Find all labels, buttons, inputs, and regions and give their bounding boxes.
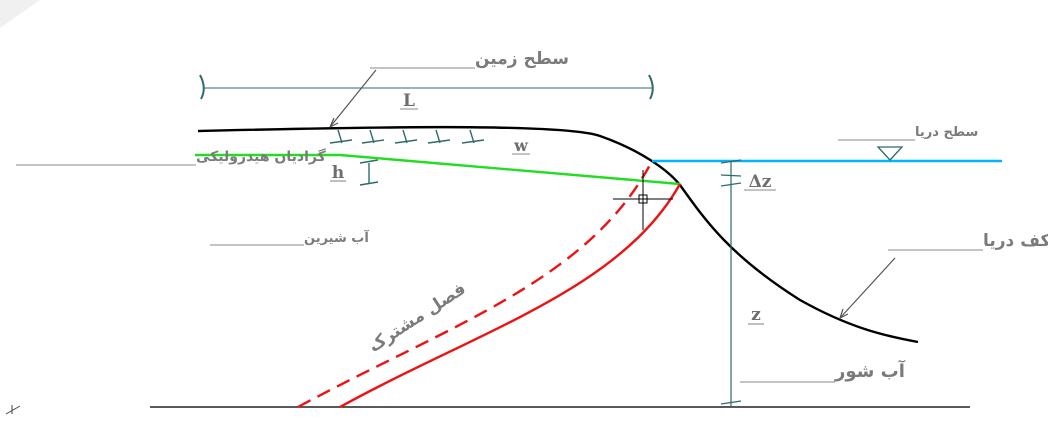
z-symbol: z — [751, 305, 761, 325]
z-dimension-line — [720, 159, 742, 407]
length-dimension — [199, 74, 654, 100]
tab-corner — [0, 0, 40, 28]
seabed-label: کف دریا — [983, 231, 1048, 251]
h-dimension-marks — [359, 159, 379, 186]
ucs-axis-icon — [5, 405, 21, 415]
interface-solid-line — [339, 183, 682, 409]
recharge-symbol: w — [513, 136, 529, 155]
delta-z-symbol: Δz — [749, 172, 772, 192]
hydraulic-gradient-line — [195, 153, 681, 186]
interface-dashed-line — [297, 160, 654, 409]
salt-water-label: آب شور — [834, 359, 906, 382]
fresh-water-label: آب شیرین — [304, 229, 369, 246]
ground-surface-line — [197, 125, 919, 344]
hydraulic-gradient-label: گرادیان هیدرولیکی — [196, 148, 327, 165]
length-symbol: L — [403, 91, 415, 111]
leader-lines — [329, 69, 896, 319]
triangle-down-icon — [876, 146, 904, 161]
ground-surface-label: سطح زمین — [475, 49, 569, 69]
interface-label: فصل مشترک — [365, 279, 470, 357]
label-underlines — [16, 67, 983, 383]
recharge-arrows — [329, 129, 485, 144]
head-symbol: h — [332, 163, 344, 183]
crosshair-icon — [613, 170, 673, 230]
sea-level-label: سطح دریا — [915, 125, 978, 140]
